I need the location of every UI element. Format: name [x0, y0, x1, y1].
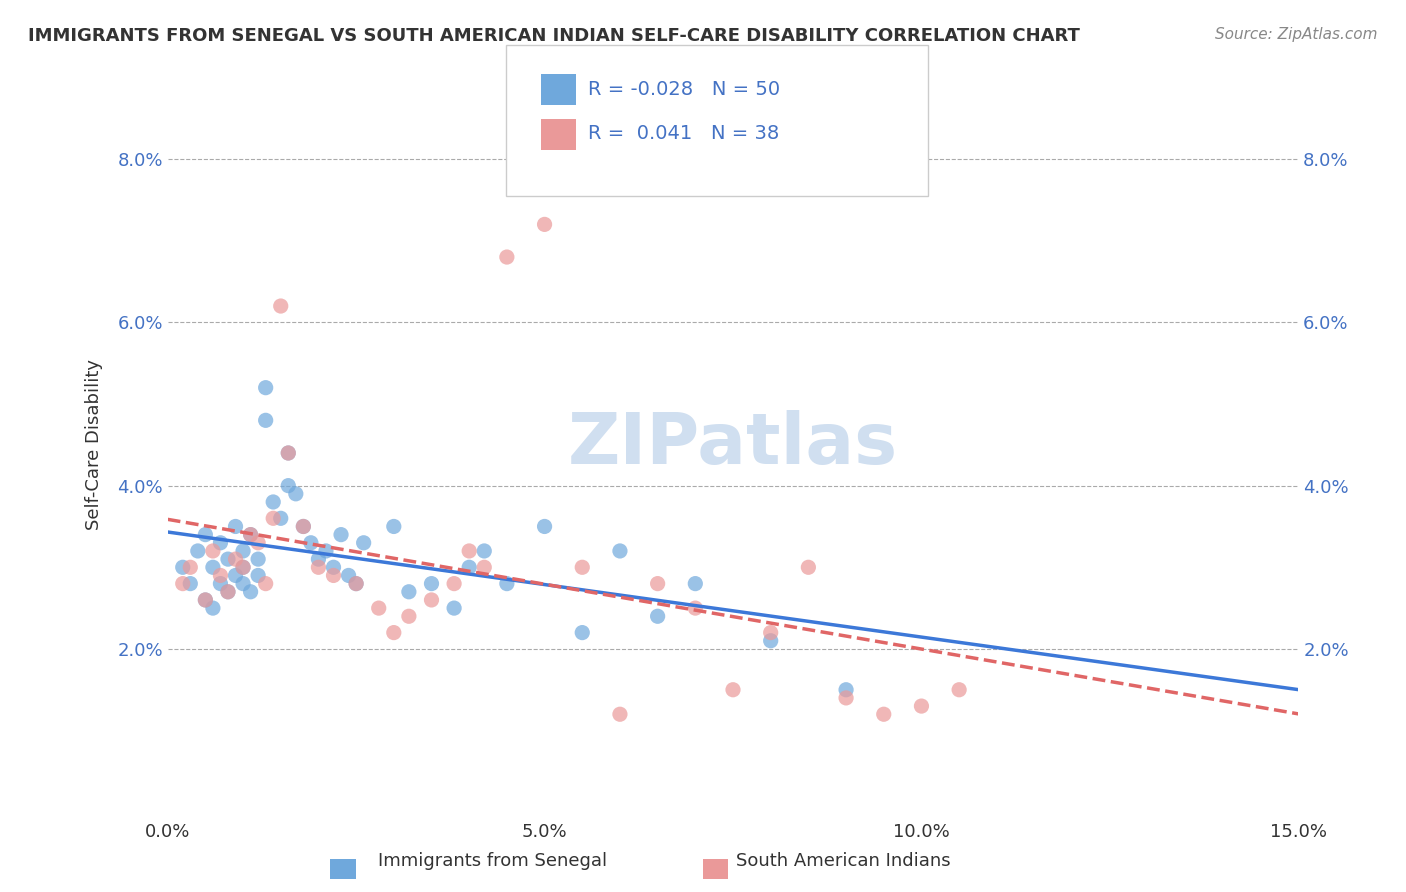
Point	[344, 576, 367, 591]
Text: South American Indians: South American Indians	[737, 852, 950, 870]
Point	[201, 601, 224, 615]
Point	[353, 536, 375, 550]
Point	[277, 478, 299, 492]
Point	[254, 381, 277, 395]
Point	[194, 593, 217, 607]
Point	[443, 576, 465, 591]
Point	[873, 707, 896, 722]
Point	[496, 250, 519, 264]
Point	[420, 576, 443, 591]
Point	[277, 446, 299, 460]
Point	[232, 576, 254, 591]
Point	[239, 584, 262, 599]
Point	[472, 560, 495, 574]
Point	[382, 625, 405, 640]
Point	[721, 682, 744, 697]
Point	[217, 552, 239, 566]
Point	[187, 544, 209, 558]
Point	[759, 633, 782, 648]
Point	[382, 519, 405, 533]
Point	[647, 609, 669, 624]
Point	[247, 536, 270, 550]
Point	[209, 568, 232, 582]
Point	[443, 601, 465, 615]
Text: R = -0.028   N = 50: R = -0.028 N = 50	[588, 79, 780, 99]
Point	[322, 568, 344, 582]
Point	[533, 218, 555, 232]
Text: Source: ZipAtlas.com: Source: ZipAtlas.com	[1215, 27, 1378, 42]
Point	[322, 560, 344, 574]
Point	[172, 576, 194, 591]
Point	[398, 609, 420, 624]
Point	[458, 560, 481, 574]
Point	[292, 519, 315, 533]
Point	[337, 568, 360, 582]
Point	[458, 544, 481, 558]
Point	[647, 576, 669, 591]
Point	[270, 511, 292, 525]
Point	[209, 536, 232, 550]
Point	[533, 519, 555, 533]
Point	[209, 576, 232, 591]
Point	[330, 527, 353, 541]
Text: Immigrants from Senegal: Immigrants from Senegal	[378, 852, 606, 870]
Text: ZIPatlas: ZIPatlas	[568, 410, 898, 479]
Point	[609, 707, 631, 722]
Point	[247, 568, 270, 582]
Point	[262, 495, 284, 509]
Point	[284, 487, 307, 501]
Point	[609, 544, 631, 558]
Point	[247, 552, 270, 566]
Point	[835, 682, 858, 697]
Text: IMMIGRANTS FROM SENEGAL VS SOUTH AMERICAN INDIAN SELF-CARE DISABILITY CORRELATIO: IMMIGRANTS FROM SENEGAL VS SOUTH AMERICA…	[28, 27, 1080, 45]
Point	[835, 690, 858, 705]
Point	[315, 544, 337, 558]
Point	[217, 584, 239, 599]
Point	[367, 601, 389, 615]
Point	[307, 560, 329, 574]
Point	[239, 527, 262, 541]
Point	[685, 576, 707, 591]
Point	[232, 544, 254, 558]
Point	[797, 560, 820, 574]
Y-axis label: Self-Care Disability: Self-Care Disability	[86, 359, 103, 531]
Point	[201, 544, 224, 558]
Point	[496, 576, 519, 591]
Point	[217, 584, 239, 599]
Point	[685, 601, 707, 615]
Point	[292, 519, 315, 533]
Text: R =  0.041   N = 38: R = 0.041 N = 38	[588, 124, 779, 144]
Point	[179, 576, 201, 591]
Point	[239, 527, 262, 541]
Point	[472, 544, 495, 558]
Point	[254, 413, 277, 427]
Point	[225, 552, 247, 566]
Point	[307, 552, 329, 566]
Point	[270, 299, 292, 313]
Point	[254, 576, 277, 591]
Point	[232, 560, 254, 574]
Point	[194, 593, 217, 607]
Point	[344, 576, 367, 591]
Point	[232, 560, 254, 574]
Point	[225, 519, 247, 533]
Point	[262, 511, 284, 525]
Point	[948, 682, 970, 697]
Point	[299, 536, 322, 550]
Point	[179, 560, 201, 574]
Point	[398, 584, 420, 599]
Point	[420, 593, 443, 607]
Point	[571, 560, 593, 574]
Point	[201, 560, 224, 574]
Point	[172, 560, 194, 574]
Point	[759, 625, 782, 640]
Point	[225, 568, 247, 582]
Point	[194, 527, 217, 541]
Point	[571, 625, 593, 640]
Point	[277, 446, 299, 460]
Point	[910, 699, 932, 714]
